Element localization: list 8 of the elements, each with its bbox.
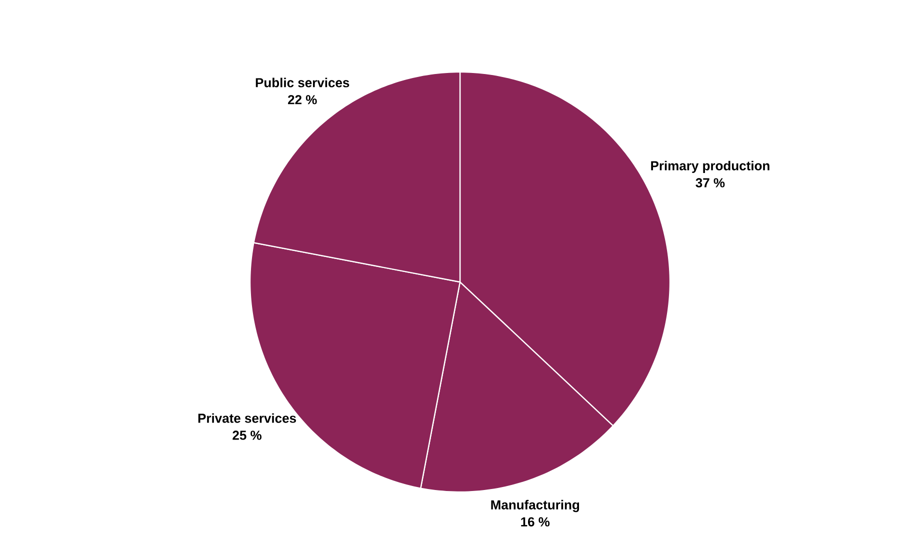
slice-label: Primary production (651, 160, 770, 173)
slice-label: Public services (256, 78, 350, 88)
slice-label: Private services (198, 413, 296, 423)
data-label: 25 % (232, 430, 262, 440)
data-label: 16 % (521, 517, 550, 526)
data-label: 22 % (288, 95, 317, 104)
data-label: 37 % (696, 178, 725, 188)
slice-label: Manufacturing (491, 500, 580, 512)
